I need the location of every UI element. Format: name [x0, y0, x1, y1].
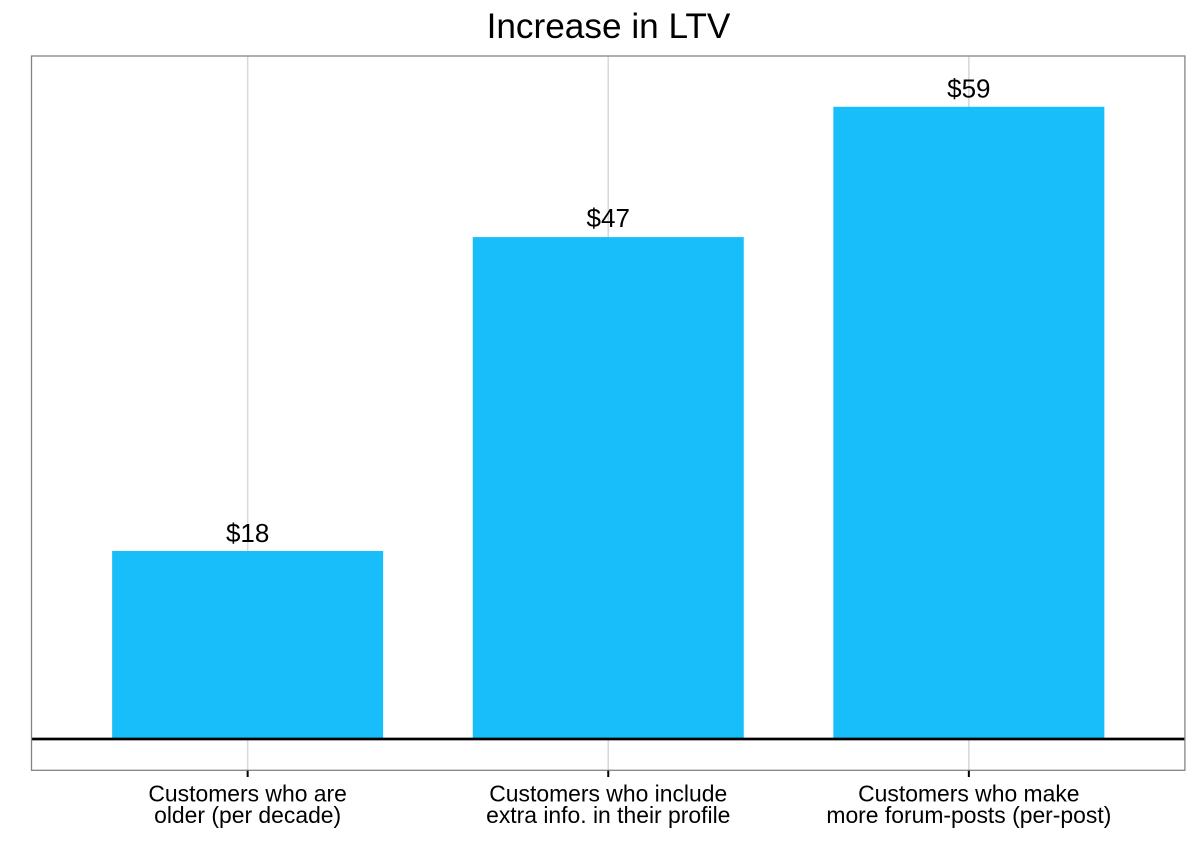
svg-text:Customers who are: Customers who are	[148, 781, 346, 807]
svg-text:Customers who include: Customers who include	[489, 781, 727, 807]
svg-text:Customers who make: Customers who make	[858, 781, 1079, 807]
svg-text:extra info. in their profile: extra info. in their profile	[486, 802, 730, 828]
svg-text:Increase in LTV: Increase in LTV	[487, 7, 731, 46]
svg-text:older (per decade): older (per decade)	[154, 802, 341, 828]
svg-text:$18: $18	[226, 518, 269, 548]
svg-text:$47: $47	[587, 203, 630, 233]
svg-text:more forum-posts (per-post): more forum-posts (per-post)	[826, 802, 1111, 828]
svg-text:$59: $59	[947, 73, 990, 103]
